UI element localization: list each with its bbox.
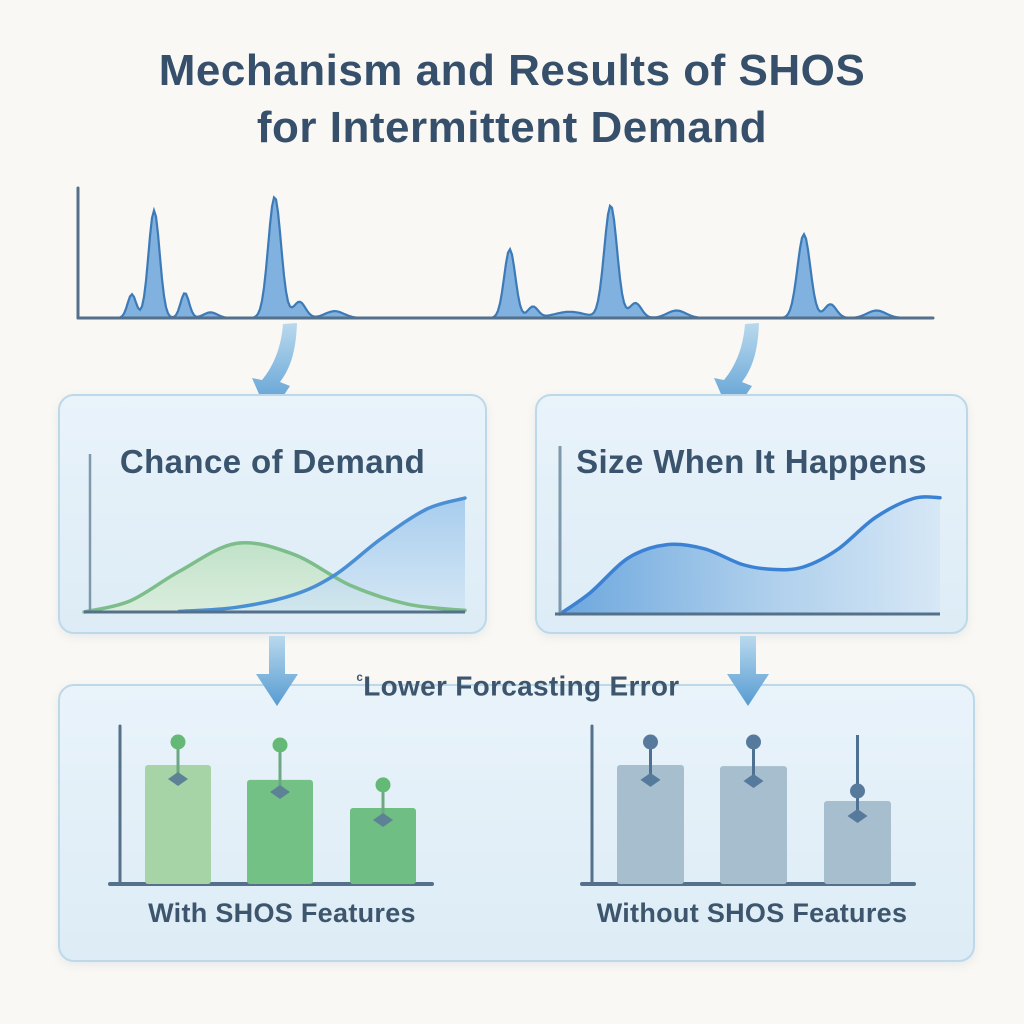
chance-of-demand-panel: Chance of Demand (58, 394, 487, 634)
forecast-error-panel: With SHOS Features Without SHOS Features (58, 684, 975, 962)
chance-of-demand-chart (82, 454, 467, 614)
annotation-prefix-glyph: ᶜ (356, 670, 364, 689)
size-when-it-happens-panel: Size When It Happens (535, 394, 968, 634)
curved-down-arrows (252, 323, 759, 417)
page-title-line2: for Intermittent Demand (256, 103, 768, 152)
forecast-error-bar-charts (108, 724, 916, 886)
intermittent-demand-chart (76, 186, 935, 320)
size-when-it-happens-chart (555, 446, 942, 616)
lower-forecasting-error-label: ᶜLower Forcasting Error (262, 670, 774, 702)
chance-of-demand-title: Chance of Demand (119, 443, 426, 481)
page-title-line1: Mechanism and Results of SHOS (158, 46, 866, 95)
without-shos-label: Without SHOS Features (596, 898, 908, 928)
page-title: Mechanism and Results of SHOS for Interm… (0, 42, 1024, 156)
straight-down-arrows (256, 636, 769, 706)
size-when-it-happens-title: Size When It Happens (576, 443, 927, 481)
with-shos-label: With SHOS Features (148, 898, 416, 928)
annotation-text: Lower Forcasting Error (363, 670, 680, 702)
